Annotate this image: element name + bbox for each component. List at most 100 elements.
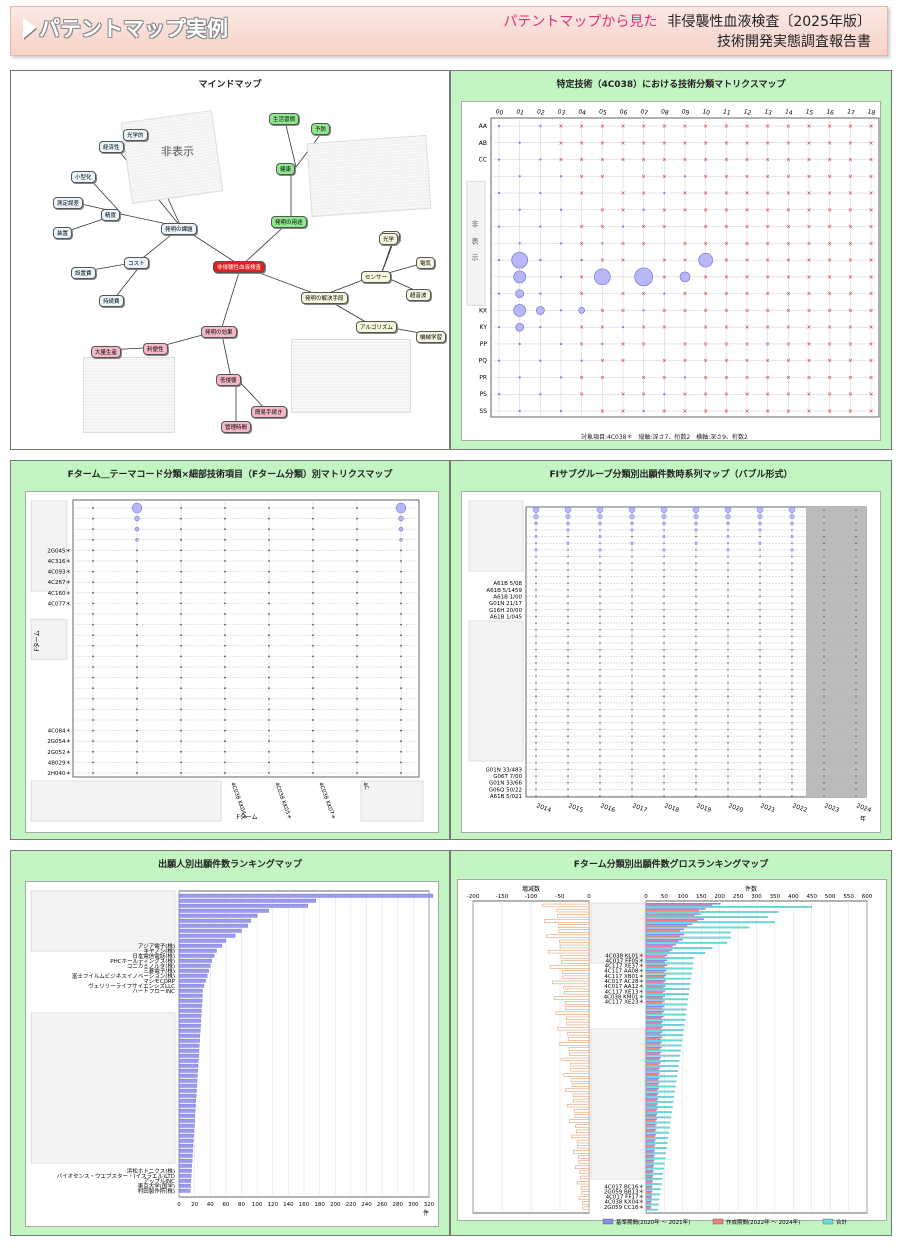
bubble bbox=[663, 622, 665, 624]
bar-base bbox=[646, 1103, 658, 1105]
bubble bbox=[759, 608, 761, 611]
bar-total bbox=[645, 936, 731, 939]
row-label: G16H 20/00 bbox=[489, 608, 522, 614]
bar-delta bbox=[575, 1129, 590, 1133]
dot bbox=[356, 719, 358, 721]
cross-mark: × bbox=[662, 374, 667, 381]
cross-mark: × bbox=[827, 140, 832, 147]
bubble bbox=[823, 522, 825, 525]
bubble bbox=[631, 622, 633, 624]
bubble bbox=[823, 549, 825, 551]
bar-total bbox=[645, 1131, 669, 1134]
bubble bbox=[759, 582, 761, 584]
dot bbox=[400, 772, 402, 774]
dot bbox=[621, 225, 625, 228]
dot bbox=[224, 602, 226, 605]
bubble bbox=[599, 622, 601, 624]
dot bbox=[312, 740, 314, 743]
growth-ranking-title: Fターム分類別出願件数グロスランキングマップ bbox=[573, 860, 769, 870]
bubble bbox=[599, 722, 601, 724]
cross-mark: × bbox=[724, 307, 729, 314]
cross-mark: × bbox=[827, 291, 832, 298]
bubble bbox=[823, 562, 825, 565]
hidden-block bbox=[83, 357, 175, 433]
col-label: 06 bbox=[619, 108, 628, 117]
cross-mark: × bbox=[806, 257, 811, 264]
bubble bbox=[663, 642, 665, 644]
bubble bbox=[823, 542, 825, 545]
bar-current bbox=[646, 1202, 652, 1204]
bar bbox=[178, 1118, 195, 1123]
bubble bbox=[535, 695, 537, 698]
bar-current bbox=[646, 1002, 663, 1004]
bubble bbox=[663, 695, 665, 698]
year-label: 2022 bbox=[791, 802, 808, 814]
dot bbox=[92, 772, 94, 774]
cross-mark: × bbox=[682, 291, 687, 298]
dot bbox=[136, 740, 138, 743]
dot bbox=[136, 591, 138, 594]
bubble bbox=[535, 569, 537, 571]
dot bbox=[136, 697, 138, 700]
bubble bbox=[727, 615, 729, 618]
row-label: 4C160＊ bbox=[48, 590, 71, 597]
cross-mark: × bbox=[600, 140, 605, 147]
dot bbox=[136, 729, 138, 732]
bar-base bbox=[646, 1190, 653, 1193]
bubble bbox=[855, 781, 857, 784]
dot bbox=[312, 772, 314, 774]
bubble bbox=[536, 306, 545, 315]
cross-mark: × bbox=[868, 408, 873, 415]
cross-mark: × bbox=[806, 224, 811, 231]
bubble bbox=[535, 715, 537, 717]
cross-mark: × bbox=[806, 307, 811, 314]
bubble bbox=[535, 542, 537, 545]
cross-mark: × bbox=[765, 291, 770, 298]
bubble bbox=[567, 702, 569, 704]
cross-mark: × bbox=[579, 123, 584, 130]
cross-mark: × bbox=[703, 157, 708, 164]
cross-mark: × bbox=[620, 341, 625, 348]
bubble bbox=[823, 535, 825, 538]
dot bbox=[180, 697, 182, 700]
dot bbox=[224, 613, 226, 615]
bubble bbox=[578, 307, 585, 314]
bubble bbox=[823, 655, 825, 658]
x-tick: 280 bbox=[393, 1202, 404, 1208]
bubble bbox=[567, 662, 569, 664]
bar-base bbox=[646, 969, 667, 972]
bar-base bbox=[646, 1149, 655, 1151]
cross-mark: × bbox=[868, 224, 873, 231]
bubble bbox=[535, 529, 537, 531]
mindmap-node: 設置費 bbox=[71, 267, 96, 279]
dot bbox=[497, 158, 501, 161]
bubble bbox=[855, 728, 857, 731]
cross-mark: × bbox=[703, 324, 708, 331]
subtitle-line2: 技術開発実態調査報告書 bbox=[717, 34, 871, 50]
bubble bbox=[791, 708, 793, 711]
dot bbox=[268, 634, 270, 637]
bubble bbox=[823, 608, 825, 611]
bar bbox=[178, 1078, 198, 1083]
growth-ranking-panel: Fターム分類別出願件数グロスランキングマップ 増減数 件数 -200 -150 -100… bbox=[450, 850, 892, 1236]
bubble bbox=[535, 702, 537, 704]
cross-mark: × bbox=[662, 140, 667, 147]
bar bbox=[178, 988, 203, 993]
bar-delta bbox=[576, 1139, 590, 1144]
bubble bbox=[759, 628, 761, 631]
bubble bbox=[535, 688, 537, 691]
bar-current bbox=[646, 919, 698, 922]
bubble bbox=[535, 761, 537, 764]
cross-mark: × bbox=[600, 207, 605, 214]
bubble bbox=[631, 728, 633, 731]
cross-mark: × bbox=[848, 408, 853, 415]
bar-delta bbox=[563, 1073, 590, 1077]
cross-mark: × bbox=[744, 173, 749, 180]
bubble bbox=[695, 635, 697, 638]
left-tick: -150 bbox=[496, 894, 509, 900]
cross-mark: × bbox=[765, 257, 770, 264]
dot bbox=[180, 591, 182, 594]
bubble bbox=[663, 741, 665, 744]
cross-mark: × bbox=[765, 240, 770, 247]
bubble bbox=[631, 635, 633, 638]
